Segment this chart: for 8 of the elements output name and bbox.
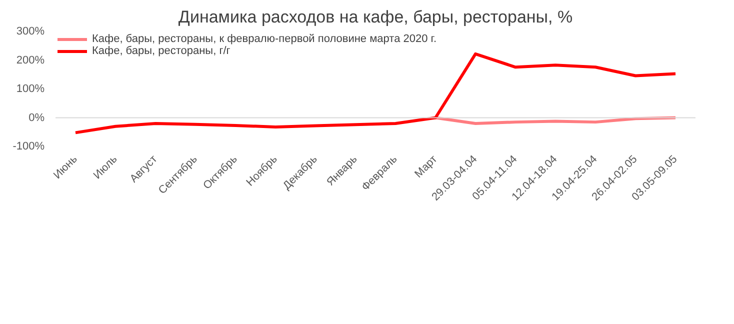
legend-label: Кафе, бары, рестораны, к февралю-первой половине марта 2020 г. — [92, 33, 437, 45]
y-tick-label: -100% — [12, 140, 45, 152]
chart-title: Динамика расходов на кафе, бары, рестораны, % — [178, 8, 573, 26]
y-tick-label: 300% — [16, 26, 45, 38]
y-tick-label: 200% — [16, 54, 45, 66]
y-tick-label: 100% — [16, 83, 45, 95]
y-tick-label: 0% — [28, 112, 45, 124]
legend-label: Кафе, бары, рестораны, г/г — [92, 45, 230, 57]
